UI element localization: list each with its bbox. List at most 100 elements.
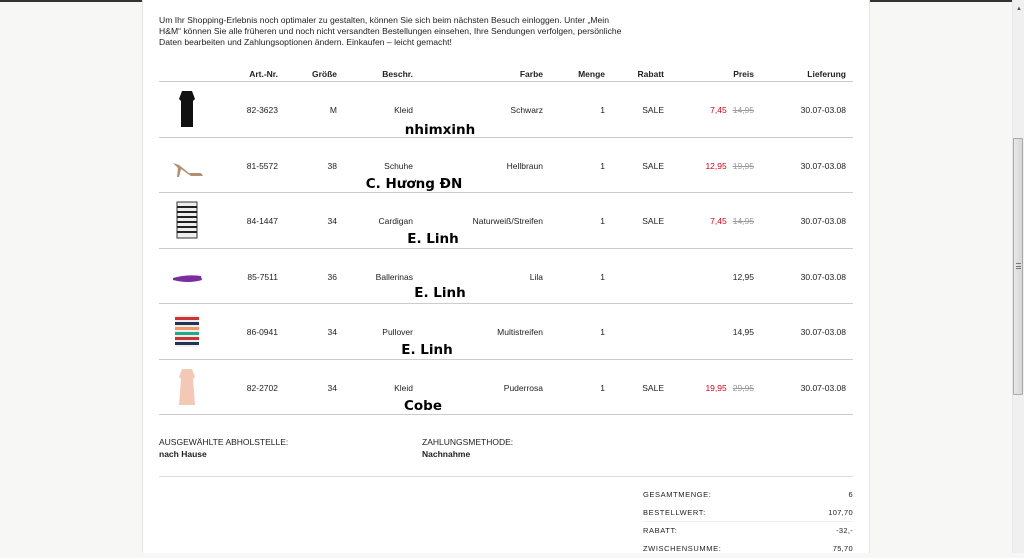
color: Schwarz — [510, 105, 543, 115]
price: 14,95 — [733, 327, 754, 337]
description: Ballerinas — [375, 271, 413, 282]
old-price: 29,95 — [732, 382, 754, 393]
description: Schuhe — [384, 160, 413, 171]
pickup-info: AUSGEWÄHLTE ABHOLSTELLE: nach Hause — [159, 436, 288, 460]
scroll-up-icon[interactable]: ▲ — [1016, 6, 1022, 12]
buyer-label: E. Linh — [401, 342, 453, 358]
delivery-date: 30.07-03.08 — [800, 160, 846, 171]
pickup-value: nach Hause — [159, 449, 207, 459]
grip-icon — [1016, 263, 1021, 269]
summary-label: RABATT: — [643, 526, 678, 535]
summary-value: 75,70 — [832, 544, 853, 553]
discount: SALE — [642, 216, 664, 226]
size: 36 — [327, 271, 337, 282]
price-value: 12,95 — [732, 271, 754, 282]
col-price: Preis — [733, 69, 754, 79]
summary-row: BESTELLWERT: 107,70 — [643, 504, 853, 522]
scrollbar-thumb[interactable] — [1013, 138, 1023, 395]
delivery-date: 30.07-03.08 — [800, 271, 846, 282]
size: 34 — [327, 382, 337, 393]
summary-row: GESAMTMENGE: 6 — [643, 486, 853, 504]
table-row: 82-2702 34 Kleid Puderrosa 1 SALE 19,95 2… — [159, 360, 853, 415]
size: 34 — [327, 216, 337, 226]
product-image-purple-ballerinas[interactable] — [169, 254, 205, 298]
price: 12,95 19,95 — [705, 161, 754, 171]
product-image-beige-heels[interactable] — [169, 143, 205, 187]
col-discount: Rabatt — [637, 69, 664, 79]
quantity: 1 — [600, 105, 605, 115]
table-header: Art.-Nr. Größe Beschr. Farbe Menge Rabat… — [159, 66, 853, 82]
size: 34 — [327, 327, 337, 337]
price: 7,45 14,95 — [710, 216, 754, 226]
delivery-date: 30.07-03.08 — [800, 105, 846, 115]
col-delivery: Lieferung — [807, 69, 846, 79]
old-price: 14,95 — [732, 105, 754, 115]
quantity: 1 — [600, 327, 605, 337]
summary-value: 6 — [848, 490, 853, 499]
old-price: 14,95 — [732, 216, 754, 226]
size: 38 — [327, 160, 337, 171]
color: Lila — [529, 271, 543, 282]
buyer-label: E. Linh — [414, 284, 466, 301]
quantity: 1 — [600, 216, 605, 226]
intro-text: Um Ihr Shopping-Erlebnis noch optimaler … — [159, 15, 622, 47]
summary-value: 107,70 — [828, 508, 853, 517]
buyer-label: E. Linh — [407, 231, 459, 247]
art-number: 85-7511 — [247, 271, 278, 282]
buyer-label: C. Hương ĐN — [365, 175, 463, 192]
sale-price: 7,45 — [710, 105, 727, 115]
order-table: Art.-Nr. Größe Beschr. Farbe Menge Rabat… — [159, 66, 853, 415]
product-image-striped-cardigan[interactable] — [169, 198, 205, 242]
sale-price: 7,45 — [710, 216, 727, 226]
discount: SALE — [642, 382, 664, 393]
color: Puderrosa — [503, 382, 543, 393]
col-qty: Menge — [578, 69, 605, 79]
art-number: 81-5572 — [246, 160, 278, 171]
col-size: Größe — [311, 69, 337, 79]
description: Kleid — [394, 105, 413, 115]
price: 7,45 14,95 — [710, 105, 754, 115]
summary-row: RABATT: -32,- — [643, 522, 853, 540]
summary-value: -32,- — [836, 526, 853, 535]
price: 19,95 29,95 — [705, 383, 754, 393]
table-row: 84-1447 34 Cardigan Naturweiß/Streifen 1… — [159, 193, 853, 249]
price: 12,95 — [733, 272, 754, 282]
product-image-black-dress[interactable] — [169, 87, 205, 131]
table-row: 85-7511 36 Ballerinas Lila 1 12,95 30.07… — [159, 249, 853, 304]
quantity: 1 — [600, 382, 605, 393]
color: Naturweiß/Streifen — [472, 216, 543, 226]
col-desc: Beschr. — [382, 69, 413, 79]
description: Pullover — [382, 327, 413, 337]
description: Kleid — [394, 382, 413, 393]
art-number: 82-2702 — [246, 382, 278, 393]
sale-price: 19,95 — [705, 382, 727, 393]
delivery-date: 30.07-03.08 — [800, 216, 846, 226]
summary-row: ZWISCHENSUMME: 75,70 — [643, 540, 853, 558]
discount: SALE — [642, 105, 664, 115]
old-price: 19,95 — [732, 160, 754, 171]
color: Hellbraun — [506, 160, 543, 171]
buyer-label: Cobe — [403, 397, 443, 414]
col-art: Art.-Nr. — [249, 69, 278, 79]
product-image-striped-pullover[interactable] — [169, 309, 205, 353]
payment-label: ZAHLUNGSMETHODE: — [422, 437, 514, 447]
table-row: 82-3623 M Kleid Schwarz 1 SALE 7,45 14,95… — [159, 82, 853, 138]
size: M — [329, 105, 337, 115]
sale-price: 12,95 — [705, 160, 727, 171]
quantity: 1 — [600, 160, 605, 171]
art-number: 82-3623 — [246, 105, 278, 115]
pickup-label: AUSGEWÄHLTE ABHOLSTELLE: — [159, 437, 289, 447]
art-number: 84-1447 — [246, 216, 278, 226]
discount: SALE — [642, 160, 664, 171]
table-row: 81-5572 38 Schuhe Hellbraun 1 SALE 12,95… — [159, 138, 853, 193]
payment-info: ZAHLUNGSMETHODE: Nachnahme — [422, 436, 513, 460]
color: Multistreifen — [497, 327, 543, 337]
payment-value: Nachnahme — [422, 449, 471, 459]
divider — [159, 476, 853, 477]
quantity: 1 — [600, 271, 605, 282]
summary-label: GESAMTMENGE: — [643, 490, 712, 499]
col-color: Farbe — [519, 69, 543, 79]
product-image-pink-dress[interactable] — [169, 365, 205, 409]
price-value: 14,95 — [732, 327, 754, 337]
delivery-date: 30.07-03.08 — [800, 382, 846, 393]
